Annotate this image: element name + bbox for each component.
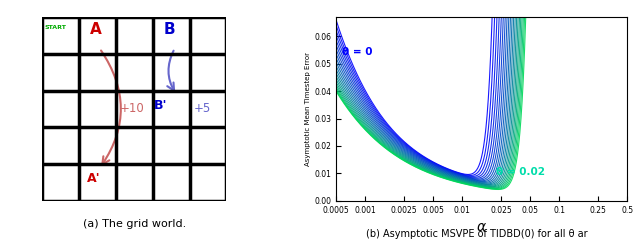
Text: θ = 0.02: θ = 0.02	[495, 167, 545, 177]
Text: (b) Asymptotic MSVPE of TIDBD(0) for all θ ar: (b) Asymptotic MSVPE of TIDBD(0) for all…	[366, 229, 588, 239]
Text: B': B'	[154, 99, 167, 112]
Text: +10: +10	[120, 102, 145, 115]
Y-axis label: Asymptotic Mean Timestep Error: Asymptotic Mean Timestep Error	[305, 52, 312, 166]
FancyArrowPatch shape	[101, 51, 121, 164]
Text: θ = 0: θ = 0	[342, 47, 372, 57]
Text: +5: +5	[194, 102, 211, 115]
Text: (a) The grid world.: (a) The grid world.	[83, 219, 186, 229]
FancyArrowPatch shape	[167, 51, 174, 91]
Text: A: A	[90, 22, 102, 37]
Text: A': A'	[87, 172, 100, 185]
Text: START: START	[44, 25, 66, 30]
Text: B: B	[164, 22, 175, 37]
X-axis label: α: α	[477, 220, 486, 234]
